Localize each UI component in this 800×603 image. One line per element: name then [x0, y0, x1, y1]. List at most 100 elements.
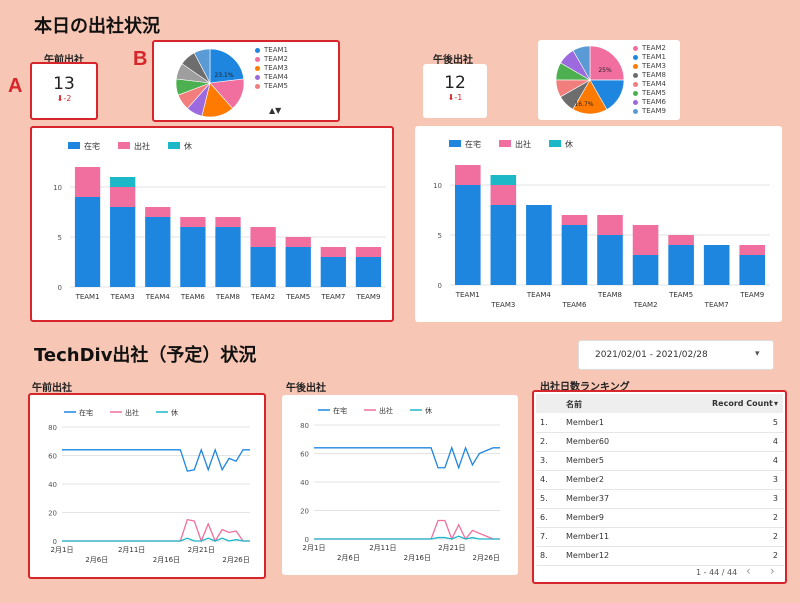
legend-item-team2[interactable]: TEAM2 [633, 44, 666, 53]
bar-segment-team5[interactable] [285, 247, 311, 287]
bar-segment-team3[interactable] [110, 187, 136, 207]
date-range-picker[interactable]: 2021/02/01 - 2021/02/28 ▾ [578, 340, 774, 370]
line-series-zaitaku[interactable] [314, 445, 500, 470]
table-row[interactable]: 5. Member37 3 [536, 489, 784, 509]
legend-label: TEAM3 [642, 62, 666, 70]
bar-segment-team4[interactable] [145, 207, 171, 217]
legend-item-team1[interactable]: TEAM1 [633, 53, 666, 62]
bar-segment-team2[interactable] [250, 247, 276, 287]
bar-segment-team5[interactable] [668, 245, 694, 285]
pie-slice-label: 25% [598, 67, 612, 74]
bar-segment-team2[interactable] [632, 225, 659, 255]
legend-item-team3[interactable]: TEAM3 [633, 62, 666, 71]
am-scorecard-delta: ⬇-2 [32, 94, 96, 103]
bar-segment-team6[interactable] [180, 217, 206, 227]
legend-item-team5[interactable]: TEAM5 [633, 89, 666, 98]
pie-pager[interactable]: ▲▼ [269, 106, 282, 115]
legend-label: 休 [184, 141, 192, 151]
table-row[interactable]: 7. Member11 2 [536, 527, 784, 547]
row-rank: 1. [540, 418, 548, 427]
legend-item-team4[interactable]: TEAM4 [255, 73, 288, 82]
bar-segment-team1[interactable] [74, 197, 101, 287]
legend-label: 在宅 [333, 406, 347, 415]
bar-segment-team3[interactable] [110, 177, 136, 187]
table-row[interactable]: 2. Member60 4 [536, 432, 784, 452]
legend-dot-icon [633, 63, 638, 69]
next-page-icon[interactable]: › [770, 564, 775, 578]
legend-item-team2[interactable]: TEAM2 [255, 55, 288, 64]
legend-item-team8[interactable]: TEAM8 [633, 71, 666, 80]
bar-segment-team6[interactable] [561, 215, 588, 225]
legend-item-team5[interactable]: TEAM5 [255, 82, 288, 91]
bar-segment-team8[interactable] [215, 217, 241, 227]
bar-segment-team1[interactable] [74, 167, 101, 197]
ranking-table: 名前 Record Count ▾ 1. Member1 5 2. Member60 4 3… [532, 390, 787, 584]
bar-segment-team3[interactable] [490, 175, 517, 185]
page-title-today: 本日の出社状況 [34, 16, 160, 37]
x-tick-label: 2月21日 [438, 544, 465, 552]
line-series-shussha[interactable] [314, 519, 500, 541]
pie-slice-team1[interactable] [209, 48, 245, 84]
bar-segment-team3[interactable] [490, 185, 517, 205]
line-series-yasumi[interactable] [62, 537, 250, 542]
bar-segment-team2[interactable] [632, 255, 659, 285]
bar-segment-team9[interactable] [739, 245, 766, 255]
bar-segment-team8[interactable] [597, 215, 623, 235]
legend-item-team4[interactable]: TEAM4 [633, 80, 666, 89]
bar-segment-team9[interactable] [355, 247, 382, 257]
bar-segment-team7[interactable] [703, 245, 730, 285]
legend-item-team6[interactable]: TEAM6 [633, 98, 666, 107]
bar-segment-team4[interactable] [526, 205, 552, 285]
prev-page-icon[interactable]: ‹ [746, 564, 751, 578]
row-count: 2 [772, 513, 778, 522]
am-scorecard: 13 ⬇-2 [30, 62, 98, 120]
bar-segment-team6[interactable] [561, 225, 588, 285]
am-scorecard-label: 午前出社 [44, 55, 84, 66]
pie-slice-team9[interactable] [572, 45, 591, 82]
sort-desc-icon[interactable]: ▾ [774, 399, 779, 408]
bar-segment-team9[interactable] [739, 255, 766, 285]
col-count-header[interactable]: Record Count [712, 399, 773, 408]
line-series-yasumi[interactable] [314, 535, 500, 540]
legend-dot-icon [255, 83, 260, 89]
table-row[interactable]: 8. Member12 2 [536, 546, 784, 566]
bar-segment-team4[interactable] [145, 217, 171, 287]
legend-dot-icon [633, 45, 638, 51]
pie-slice-team9[interactable] [193, 48, 211, 84]
bar-segment-team1[interactable] [454, 165, 481, 185]
down-arrow-icon: ⬇ [447, 93, 455, 102]
bar-segment-team7[interactable] [320, 257, 346, 287]
table-row[interactable]: 4. Member2 3 [536, 470, 784, 490]
line-series-zaitaku[interactable] [62, 447, 250, 472]
legend-dot-icon [633, 81, 638, 87]
chevron-down-icon[interactable]: ▾ [755, 349, 760, 359]
am-pie-card: 23.1% TEAM1 TEAM2 TEAM3 TEAM4 TEAM5 ▲▼ [152, 40, 340, 122]
table-row[interactable]: 1. Member1 5 [536, 413, 784, 433]
bar-segment-team8[interactable] [597, 235, 623, 285]
legend-item-team3[interactable]: TEAM3 [255, 64, 288, 73]
bar-segment-team5[interactable] [668, 235, 694, 245]
bar-segment-team7[interactable] [320, 247, 346, 257]
pie-slice-team2[interactable] [589, 45, 625, 81]
x-tick-label: 2月26日 [222, 556, 249, 564]
am-bar-card: 在宅 出社 休 0 5 10 TEAM1 TEAM3 TEAM4 TEAM6 TEAM8 TEAM2 T… [30, 126, 394, 322]
bar-segment-team5[interactable] [285, 237, 311, 247]
legend-item-team1[interactable]: TEAM1 [255, 46, 288, 55]
legend-item-team9[interactable]: TEAM9 [633, 107, 666, 116]
x-tick-label: 2月6日 [337, 554, 360, 562]
y-tick-label: 80 [300, 422, 309, 430]
legend-label: 在宅 [465, 139, 481, 149]
bar-segment-team1[interactable] [454, 185, 481, 285]
table-row[interactable]: 6. Member9 2 [536, 508, 784, 528]
legend-label: 休 [565, 139, 573, 149]
bar-segment-team2[interactable] [250, 227, 276, 247]
pm-scorecard: 12 ⬇-1 [423, 64, 487, 118]
bar-segment-team9[interactable] [355, 257, 382, 287]
col-name-header[interactable]: 名前 [566, 400, 582, 409]
table-row[interactable]: 3. Member5 4 [536, 451, 784, 471]
bar-segment-team6[interactable] [180, 227, 206, 287]
bar-segment-team8[interactable] [215, 227, 241, 287]
pm-scorecard-delta: ⬇-1 [423, 93, 487, 102]
bar-segment-team3[interactable] [110, 207, 136, 287]
bar-segment-team3[interactable] [490, 205, 517, 285]
